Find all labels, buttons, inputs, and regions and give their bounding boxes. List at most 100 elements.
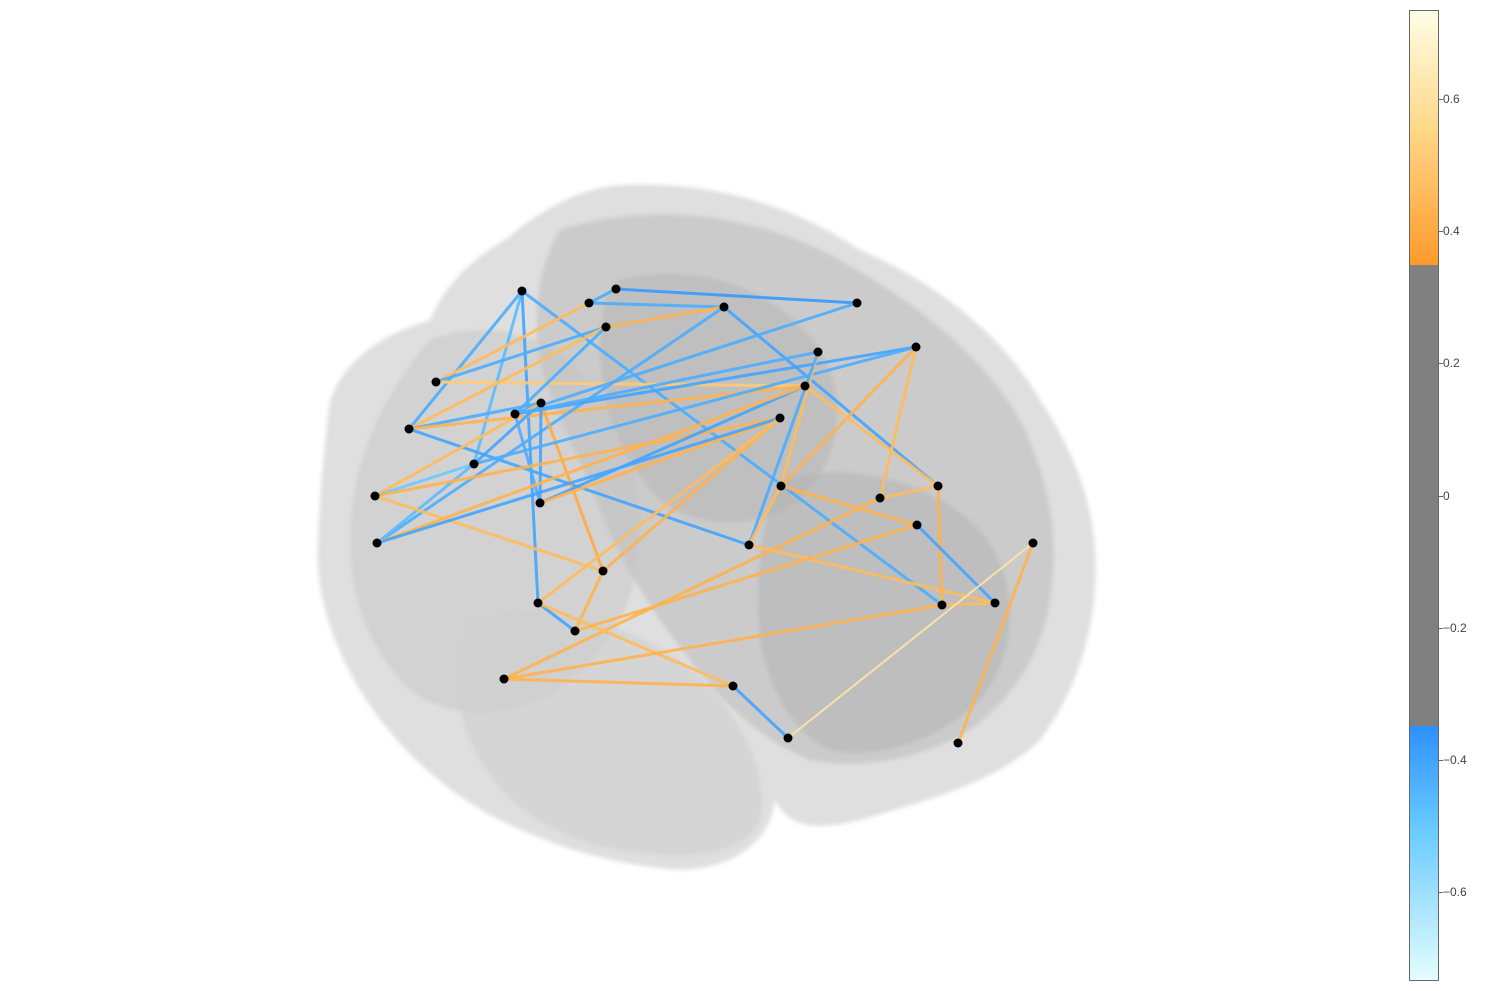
brain-glass-render	[317, 184, 1096, 870]
edge-n12-n13	[373, 462, 476, 498]
node-n25	[570, 626, 580, 636]
edge-n5-n6	[407, 325, 608, 431]
colorbar-tick-label: −0.2	[1443, 620, 1467, 635]
edge-n20-n21	[747, 484, 783, 547]
node-n27	[990, 598, 1000, 608]
edge-n6-n10	[513, 325, 608, 416]
edge-n18-n19	[601, 416, 782, 573]
edge-n17-n18	[375, 416, 782, 545]
colorbar	[1409, 10, 1439, 981]
edge-n8-n10	[513, 301, 859, 416]
node-n12	[469, 459, 479, 469]
node-n30	[728, 681, 738, 691]
edge-n13-n18	[373, 416, 782, 498]
colorbar-tick-mark	[1439, 495, 1443, 497]
colorbar-tick-mark	[1439, 627, 1443, 629]
edge-n9-n19	[539, 401, 605, 573]
node-n7	[719, 302, 729, 312]
edge-n2-n3	[434, 301, 591, 384]
node-n19	[598, 566, 608, 576]
node-n26	[912, 520, 922, 530]
node-n17	[372, 538, 382, 548]
node-n15	[813, 347, 823, 357]
node-n13	[370, 491, 380, 501]
edge-n10-n15	[513, 350, 820, 416]
colorbar-tick-mark	[1439, 759, 1443, 761]
colorbar-tick-mark	[1439, 99, 1443, 101]
edge-n16-n22	[803, 384, 940, 488]
edge-n27-n28	[940, 601, 997, 607]
node-n23	[875, 493, 885, 503]
node-n24	[533, 598, 543, 608]
colorbar-tick-mark	[1439, 363, 1443, 365]
node-n22	[933, 481, 943, 491]
node-n3	[584, 298, 594, 308]
node-n16	[800, 381, 810, 391]
edge-n18-n24	[536, 416, 782, 605]
edge-n2-n6	[434, 325, 608, 384]
node-n32	[1028, 538, 1038, 548]
node-n2	[431, 377, 441, 387]
node-n33	[953, 738, 963, 748]
colorbar-tick-mark	[1439, 891, 1443, 893]
node-n11	[911, 342, 921, 352]
edge-n24-n30	[536, 601, 735, 688]
edge-n11-n23	[878, 345, 918, 500]
colorbar-tick-label: 0.6	[1443, 92, 1460, 107]
edge-n9-n14	[538, 401, 543, 505]
edge-n14-n18	[538, 416, 782, 505]
colorbar-tick-mark	[1439, 231, 1443, 233]
edge-n21-n27	[747, 543, 997, 605]
edge-n10-n14	[513, 412, 542, 505]
node-n14	[535, 498, 545, 508]
node-n4	[611, 284, 621, 294]
edge-n1-n24	[520, 289, 540, 605]
region-nodes	[370, 284, 1038, 748]
edge-n9-n12	[472, 401, 543, 466]
node-n5	[404, 424, 414, 434]
edge-n13-n19	[373, 494, 605, 573]
node-n9	[536, 398, 546, 408]
edge-n29-n30	[502, 677, 735, 688]
edge-n10-n11	[513, 345, 918, 416]
edge-n25-n26	[573, 523, 919, 633]
node-n8	[852, 298, 862, 308]
edge-n31-n32	[787, 542, 1034, 739]
edge-n22-n23	[878, 484, 940, 500]
node-n31	[783, 733, 793, 743]
edge-n1-n5	[407, 289, 524, 431]
edge-n3-n4	[587, 287, 618, 305]
edge-n32-n33	[956, 541, 1035, 745]
edge-n28-n29	[502, 603, 944, 681]
edge-n12-n17	[375, 462, 476, 545]
colorbar-tick-label: 0.2	[1443, 356, 1460, 371]
colorbar-tick-label: 0.4	[1443, 224, 1460, 239]
edge-n5-n9	[407, 401, 543, 431]
edge-n22-n28	[936, 484, 944, 607]
node-n1	[517, 286, 527, 296]
colorbar-tick-label: 0	[1443, 488, 1450, 503]
edge-n24-n25	[536, 601, 577, 633]
edge-n3-n7	[587, 301, 726, 309]
edge-n11-n20	[779, 345, 918, 488]
edge-n14-n16	[538, 384, 807, 505]
node-n6	[601, 322, 611, 332]
node-n18	[775, 413, 785, 423]
edge-n15-n20	[779, 350, 820, 488]
colorbar-tick-label: −0.4	[1443, 752, 1467, 767]
edge-n11-n12	[472, 345, 918, 466]
edge-n1-n28	[520, 289, 944, 607]
node-n28	[937, 600, 947, 610]
edge-n6-n7	[604, 305, 726, 329]
edge-n16-n17	[375, 384, 807, 545]
node-n21	[744, 540, 754, 550]
edge-n30-n31	[731, 684, 790, 740]
node-n29	[499, 674, 509, 684]
edge-n23-n29	[502, 496, 882, 681]
edge-n7-n22	[722, 305, 940, 488]
colorbar-tick-label: −0.6	[1443, 884, 1467, 899]
edge-n20-n26	[779, 484, 919, 527]
node-n20	[776, 481, 786, 491]
brain-surface	[317, 184, 1096, 870]
